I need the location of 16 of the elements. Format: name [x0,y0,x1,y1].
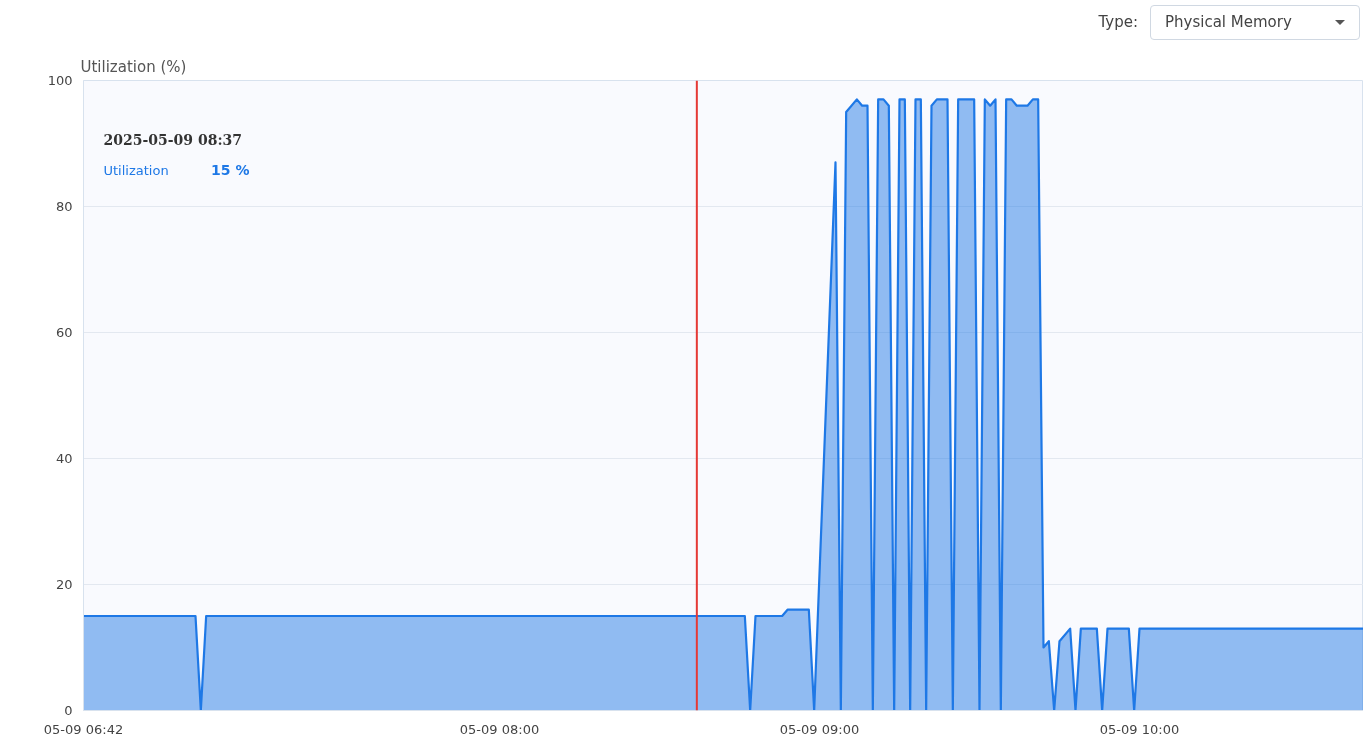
y-tick-label: 0 [64,703,73,718]
annotation: 2025-05-09 08:37 [103,131,243,148]
x-tick-label: 05-09 06:42 [43,721,124,737]
y-tick-label: 60 [55,325,73,340]
y-tick-label: 80 [55,199,73,214]
y-tick-label: 100 [47,73,73,88]
x-tick-label: 05-09 09:00 [779,721,860,737]
text: Physical Memory [1150,5,1360,41]
text: Utilization [103,162,169,178]
annotation: 15 % [211,161,250,178]
x-tick-label: 05-09 08:00 [459,721,540,737]
y-tick-label: 40 [55,451,73,466]
x-tick-label: 05-09 10:00 [1099,721,1180,737]
text: Type: [1098,12,1138,33]
y-tick-label: 20 [55,577,73,592]
y-axis-title: Utilization (%) [80,57,187,76]
